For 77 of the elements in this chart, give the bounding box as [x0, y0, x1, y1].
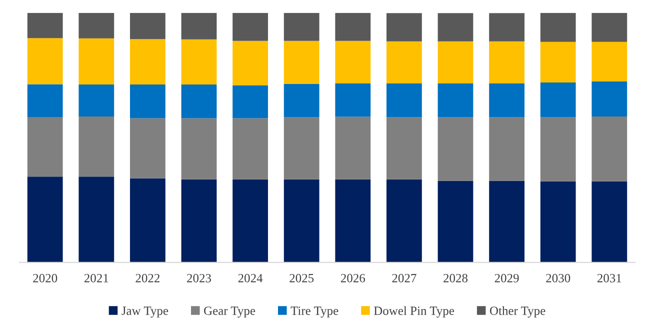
bar [489, 180, 524, 262]
x-tick-label: 2024 [238, 274, 263, 282]
bar [438, 13, 474, 42]
bar [78, 38, 114, 84]
bar [540, 181, 576, 262]
bar [78, 176, 114, 262]
legend-label: Dowel Pin Type [374, 306, 454, 318]
bar [284, 12, 320, 41]
bar [232, 179, 268, 262]
bar [78, 84, 114, 116]
bar [181, 39, 217, 84]
bar [335, 116, 371, 180]
x-tick-label: 2027 [392, 274, 416, 282]
bar [489, 83, 524, 118]
bar [438, 41, 474, 84]
x-tick-label: 2025 [290, 274, 314, 282]
bar [386, 13, 422, 42]
bar [489, 117, 524, 181]
bar [386, 117, 422, 180]
x-tick-label: 2022 [136, 274, 160, 282]
legend-label: Tire Type [290, 306, 338, 318]
bar [27, 84, 63, 117]
x-tick-label: 2023 [187, 274, 211, 282]
bar [78, 12, 114, 38]
bar [284, 84, 320, 118]
bar [335, 40, 371, 84]
bar [130, 12, 166, 40]
bar [130, 39, 166, 84]
bar [540, 12, 576, 42]
bar [232, 118, 268, 180]
bar [284, 117, 320, 180]
bar [592, 82, 628, 116]
bar [181, 179, 217, 262]
bar [284, 179, 320, 262]
bar [438, 83, 474, 118]
bar [592, 181, 628, 262]
legend-label: Other Type [490, 306, 546, 318]
bar [181, 118, 217, 180]
legend-label: Jaw Type [122, 306, 168, 318]
bar [489, 13, 524, 42]
bar [232, 40, 268, 86]
x-tick-label: 2029 [494, 274, 519, 282]
bar [181, 84, 217, 118]
bar [27, 38, 63, 84]
x-tick-label: 2021 [84, 274, 108, 282]
bar [27, 176, 63, 262]
bar [27, 116, 63, 177]
bar [540, 117, 576, 182]
bar [386, 179, 422, 262]
bar [489, 41, 524, 84]
bar [130, 118, 166, 178]
bar [232, 12, 268, 41]
bar [386, 41, 422, 84]
bar [386, 83, 422, 118]
bar [130, 84, 166, 118]
bar [592, 116, 628, 182]
x-tick-label: 2031 [597, 274, 622, 282]
x-tick-label: 2020 [33, 274, 58, 282]
bar [592, 42, 628, 82]
bar [438, 180, 474, 262]
bar [335, 12, 371, 41]
x-tick-label: 2030 [546, 274, 570, 282]
bar [130, 178, 166, 262]
bar [78, 116, 114, 177]
bar [540, 82, 576, 118]
x-tick-label: 2028 [444, 274, 468, 282]
bar [27, 12, 63, 38]
bar [284, 40, 320, 84]
bar [540, 42, 576, 83]
x-tick-label: 2026 [340, 274, 366, 282]
bar [592, 12, 628, 42]
bar [181, 12, 217, 40]
bar [335, 83, 371, 117]
legend-label: Gear Type [204, 306, 256, 318]
bar [335, 179, 371, 262]
bar [232, 85, 268, 118]
bar [438, 117, 474, 181]
